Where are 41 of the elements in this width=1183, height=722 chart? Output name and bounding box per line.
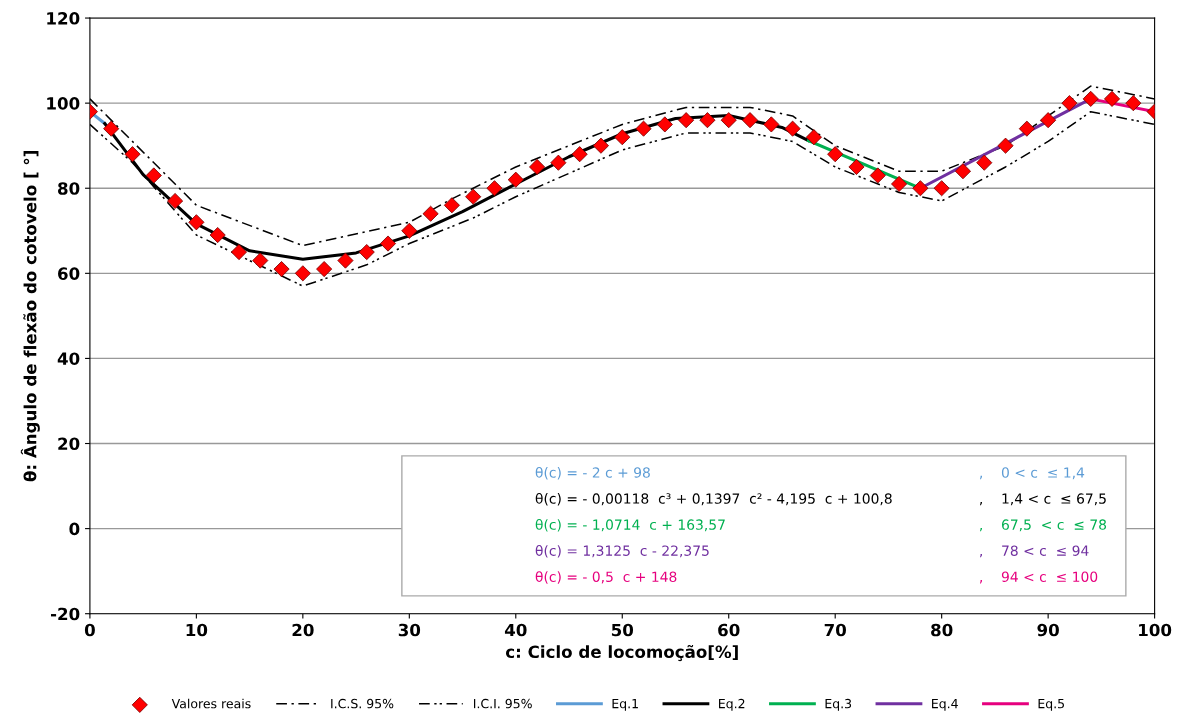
legend-label: Eq.4 [932,699,958,711]
legend-label: Eq.1 [612,699,638,711]
y-tick-label: 40 [57,352,80,365]
annotation: θ(c) = - 2 c + 98 [535,466,650,480]
x-tick-label: 70 [824,623,846,637]
annotation: θ(c) = - 0,00118 c³ + 0,1397 c² - 4,195 c + 100,8 [535,492,892,506]
y-axis-title: θ: Ângulo de flexão do cotovelo [ °] [20,151,40,482]
legend-label: Eq.5 [1038,699,1064,711]
x-tick-label: 30 [398,623,421,637]
y-tick-label: 120 [47,12,80,25]
y-tick-label: 20 [58,437,80,451]
y-tick-label: -20 [50,607,80,621]
annotation: θ(c) = - 0,5 c + 148 [535,571,677,584]
annotation: , 67,5 < c ≤ 78 [980,519,1107,532]
annotation: , 0 < c ≤ 1,4 [980,467,1085,480]
x-axis-title: c: Ciclo de locomoção[%] [505,644,738,662]
annotation: θ(c) = 1,3125 c - 22,375 [535,545,709,558]
annotation: , 78 < c ≤ 94 [980,545,1089,558]
x-tick-label: 100 [1139,623,1172,637]
x-tick-label: 60 [718,623,740,637]
x-tick-label: 80 [931,623,953,637]
legend-label: Eq.2 [719,698,745,711]
y-tick-label: 0 [69,522,80,536]
x-tick-label: 40 [504,623,527,637]
y-tick-label: 100 [47,97,80,110]
x-tick-label: 0 [84,623,95,637]
y-tick-label: 80 [58,182,80,195]
annotation: , 94 < c ≤ 100 [980,571,1098,584]
legend-label: I.C.S. 95% [331,698,394,709]
annotation: θ(c) = - 1,0714 c + 163,57 [535,519,725,532]
legend-label: I.C.I. 95% [474,698,532,709]
x-tick-label: 10 [186,623,208,637]
x-tick-label: 90 [1037,623,1059,637]
x-tick-label: 20 [292,623,314,637]
point [614,129,631,146]
legend-label: Valores reais [171,698,251,709]
legend-label: Eq.3 [825,698,852,711]
y-tick-label: 60 [58,267,80,280]
point [912,180,929,197]
x-tick-label: 50 [611,623,634,637]
annotation: , 1,4 < c ≤ 67,5 [980,493,1106,506]
